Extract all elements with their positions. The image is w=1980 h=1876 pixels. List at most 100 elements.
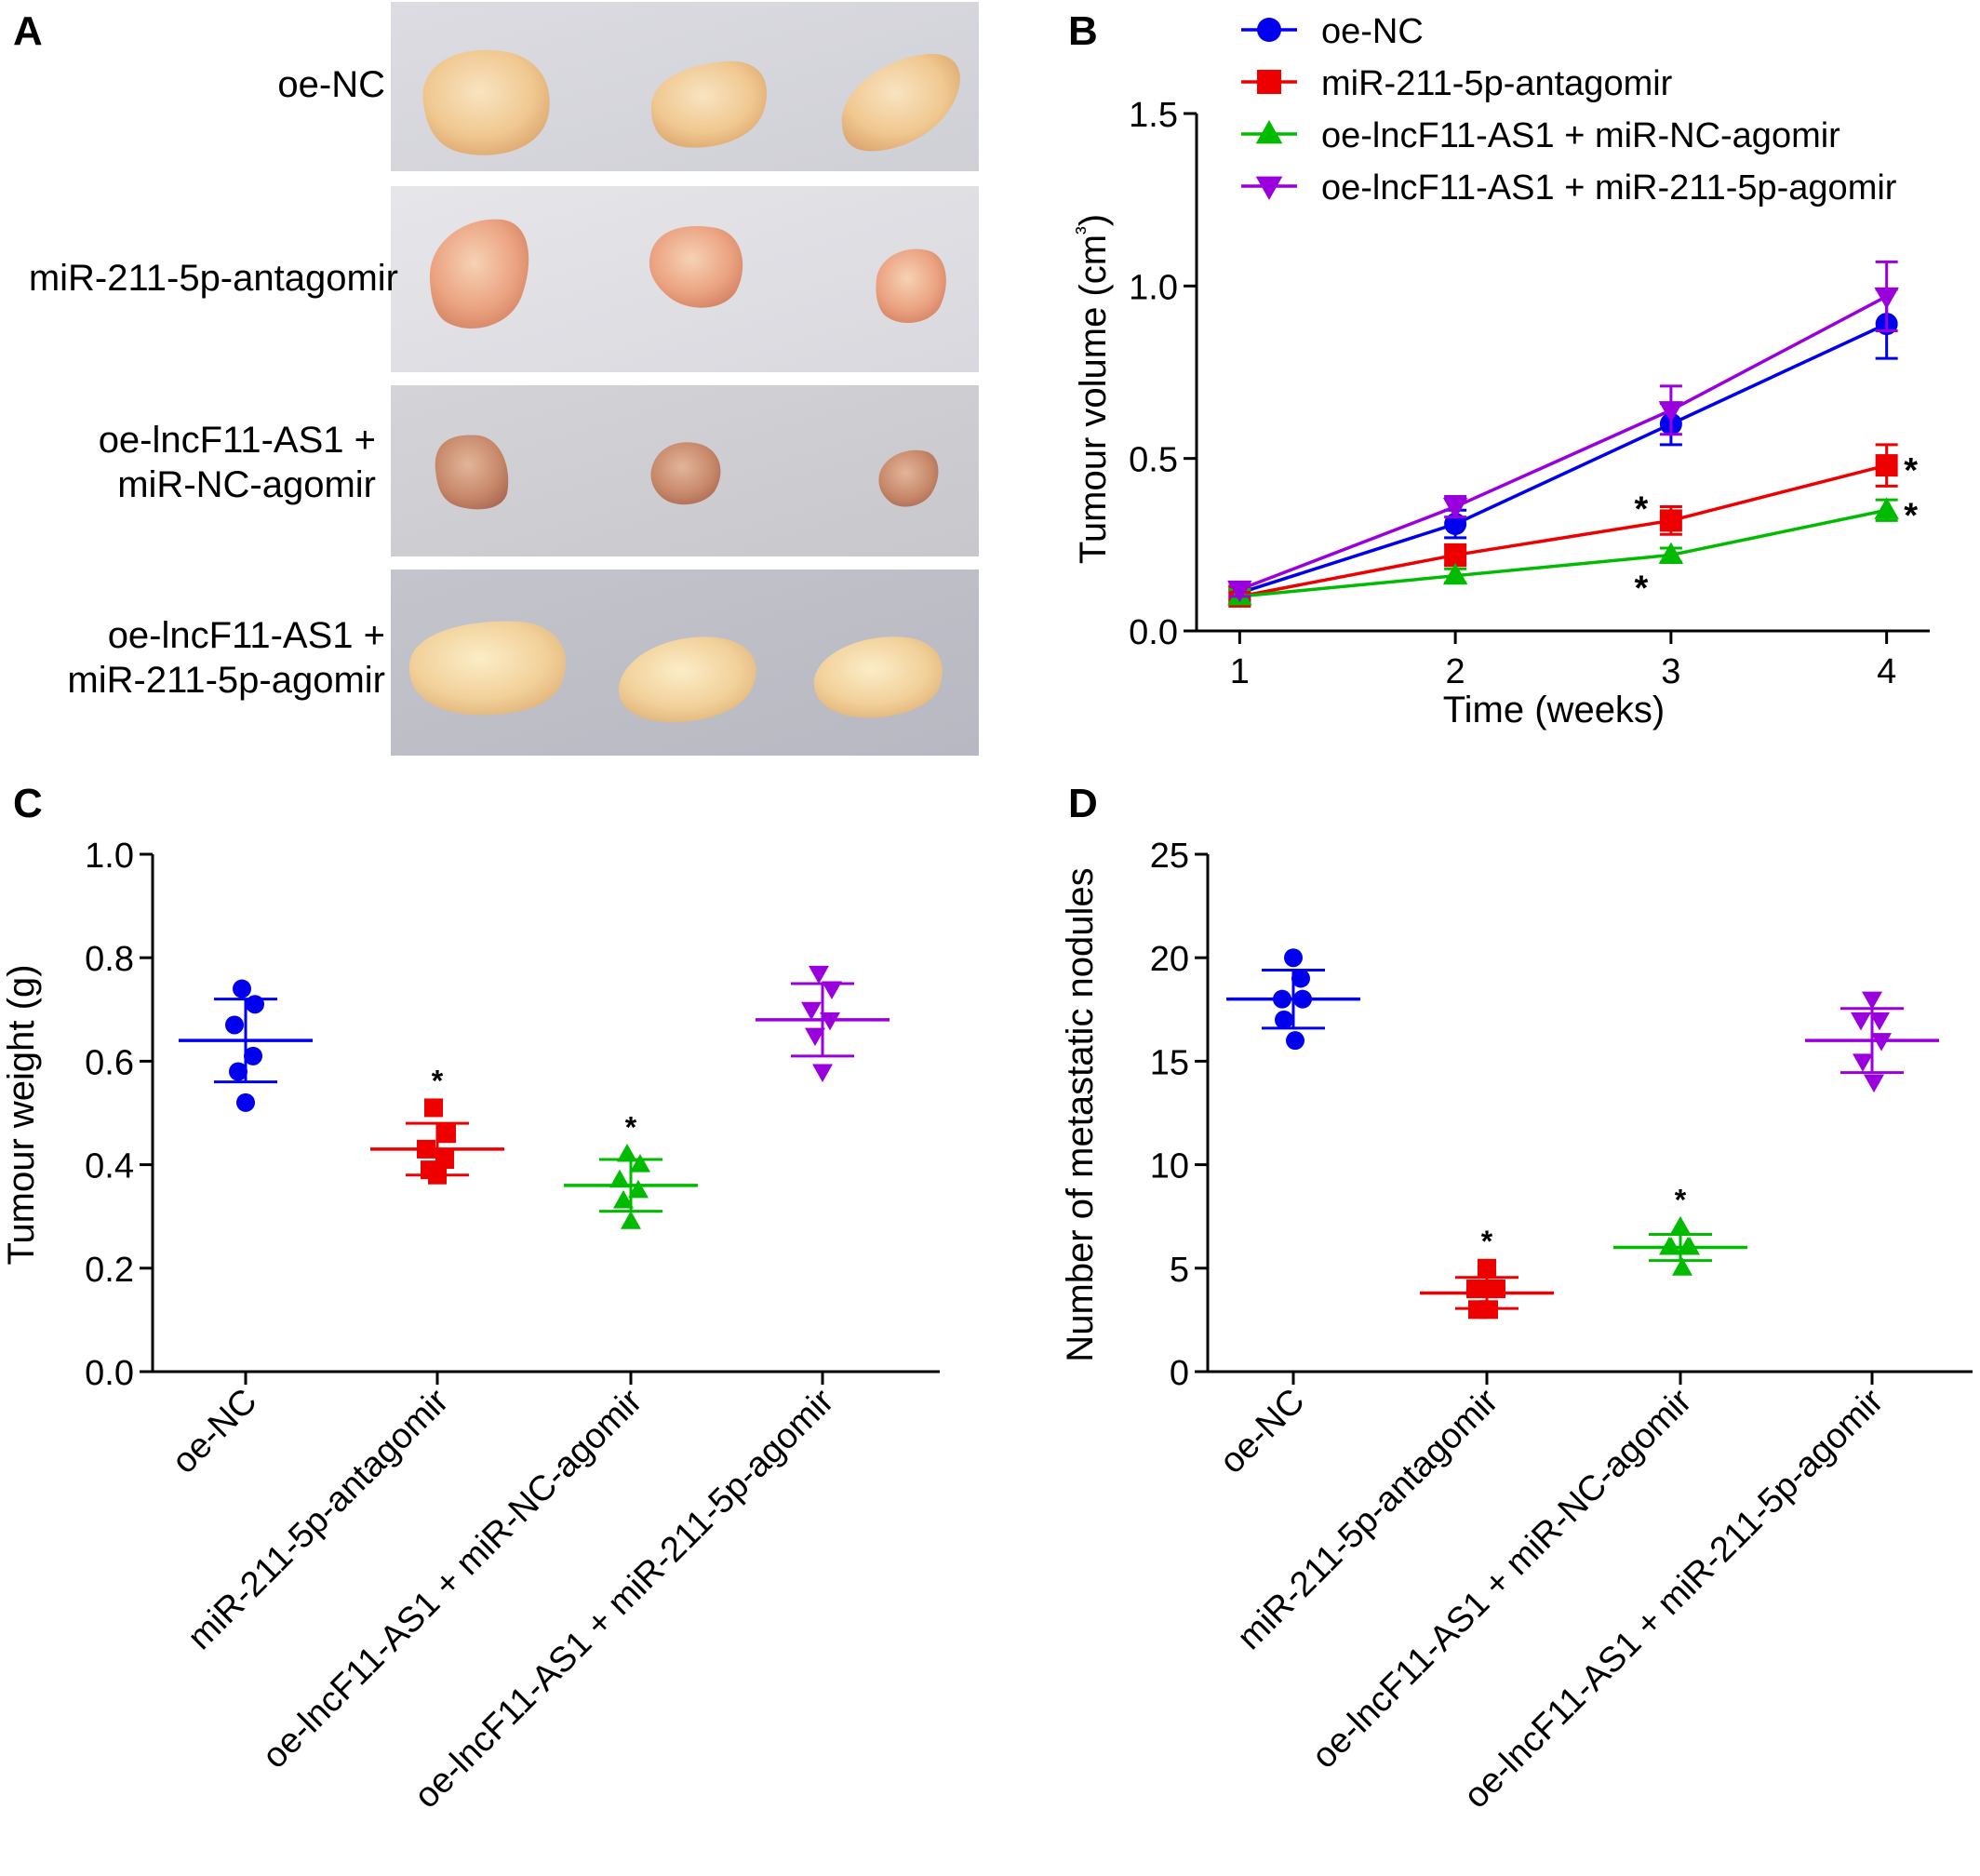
group-label-antagomir: miR-211-5p-antagomir [29,258,398,299]
significance-star: * [1481,1225,1493,1258]
group-label-oe-nc: oe-NC [277,64,385,105]
group-label-lnc-agomir: oe-lncF11-AS1 + miR-211-5p-agomir [67,615,385,701]
panel-letter-b: B [1068,8,1098,54]
significance-star: * [1675,1183,1687,1216]
legend-entry: oe-lncF11-AS1 + miR-NC-agomir [1321,116,1840,155]
x-tick-label: 4 [1877,652,1896,691]
ylabel-part: Tumour volume (cm [1073,234,1114,564]
y-tick-label: 0.6 [85,1043,134,1082]
marker-triangle-up [609,1169,630,1188]
marker-triangle-down [1658,401,1684,423]
marker-triangle-down [1862,991,1882,1011]
y-tick-label: 0 [1170,1354,1189,1393]
marker-triangle-up [613,1190,634,1209]
significance-star: * [1904,451,1918,490]
marker-triangle-up [630,1154,650,1172]
marker-triangle-down [812,1064,833,1083]
y-tick-label: 1.0 [1129,268,1178,307]
y-tick-label: 20 [1150,940,1189,979]
marker-square [1257,70,1281,94]
label-line: oe-lncF11-AS1 + [99,420,376,461]
significance-star: * [432,1064,444,1097]
marker-triangle-up [1442,562,1468,585]
significance-star: * [1634,489,1648,529]
marker-triangle-up [1658,542,1684,565]
marker-circle [1275,1010,1293,1029]
panel-letter-c: C [13,781,43,826]
x-tick-label: 1 [1230,652,1250,691]
tumour [650,442,721,505]
legend-entry: oe-lncF11-AS1 + miR-211-5p-agomir [1321,168,1897,208]
marker-triangle-down [809,965,829,985]
significance-star: * [625,1110,637,1144]
marker-circle [1257,18,1281,42]
panel-d: D 0510152025oe-NCmiR-211-5p-antagomiroe-… [1060,781,1973,1816]
y-tick-label: 0.5 [1129,441,1178,480]
chart-b-legend: oe-NC miR-211-5p-antagomir oe-lncF11-AS1 +… [1241,12,1897,208]
marker-circle [1291,969,1310,988]
panel-a: A oe-NC miR-211-5p-antagomir oe-lncF11-A… [13,2,979,756]
x-tick-label: oe-NC [1212,1382,1312,1481]
marker-triangle-up [1255,120,1283,144]
tumour [422,49,550,155]
x-tick-label: oe-lncF11-AS1 + miR-NC-agomir [1304,1381,1699,1776]
x-tick-label: 3 [1661,652,1680,691]
tumour [878,449,939,507]
chart-b-xlabel: Time (weeks) [1443,690,1666,730]
chart-b-axes: 0.0 0.5 1.0 1.5 1 2 3 4 [1129,96,1930,691]
marker-circle [229,1062,248,1081]
marker-triangle-down [822,981,842,1000]
chart-d-axes: 0510152025oe-NCmiR-211-5p-antagomiroe-ln… [1150,837,1973,1816]
label-line: oe-lncF11-AS1 + [108,615,385,656]
y-tick-label: 1.5 [1129,96,1178,135]
y-tick-label: 0.2 [85,1251,134,1290]
marker-triangle-down [805,1027,825,1047]
y-tick-label: 10 [1150,1147,1189,1186]
marker-triangle-down [1864,1074,1884,1093]
series-line [1238,294,1888,592]
legend-entry: oe-NC [1321,12,1424,51]
label-line: miR-NC-agomir [117,464,376,505]
group-label-lnc-nc: oe-lncF11-AS1 + miR-NC-agomir [99,420,376,505]
marker-square [1478,1258,1496,1278]
marker-triangle-up [1874,497,1899,519]
marker-triangle-down [1874,287,1899,310]
tumour [841,53,960,152]
tumour [429,219,529,328]
marker-square [1659,509,1682,532]
chart-c-groups: ** [179,965,890,1229]
panel-b: B 0.0 0.5 1.0 1.5 1 2 3 4 * * * * oe-NC miR-211-5p-… [1068,8,1930,730]
marker-circle [236,1092,255,1112]
tumour [876,248,946,324]
tumour [650,60,768,148]
marker-triangle-down [801,1001,822,1021]
panel-letter-d: D [1068,781,1098,826]
marker-square [424,1098,443,1118]
legend-entry: miR-211-5p-antagomir [1321,64,1673,103]
marker-triangle-down [1853,1053,1873,1072]
x-tick-label: oe-lncF11-AS1 + miR-211-5p-agomir [407,1381,841,1816]
significance-star: * [1634,569,1648,608]
y-tick-label: 5 [1170,1251,1189,1290]
marker-square [1466,1280,1485,1299]
chart-d-ylabel: Number of metastatic nodules [1060,867,1101,1361]
marker-square [435,1150,454,1170]
marker-square [1487,1280,1505,1299]
marker-circle [225,1015,244,1035]
marker-triangle-down [1227,580,1252,603]
marker-triangle-down [1255,176,1283,200]
y-tick-label: 0.4 [85,1147,134,1186]
tumour [813,636,943,718]
marker-triangle-down [1442,497,1468,520]
series-line [1239,508,1888,598]
marker-square [1875,454,1898,477]
tumour [649,226,743,308]
y-tick-label: 25 [1150,837,1189,876]
chart-b-series: * * * * [1227,260,1918,608]
y-tick-label: 15 [1150,1043,1189,1082]
marker-triangle-up [1670,1215,1691,1235]
chart-c-ylabel: Tumour weight (g) [1,964,42,1265]
x-tick-label: 2 [1446,652,1465,691]
marker-triangle-up [621,1211,641,1229]
